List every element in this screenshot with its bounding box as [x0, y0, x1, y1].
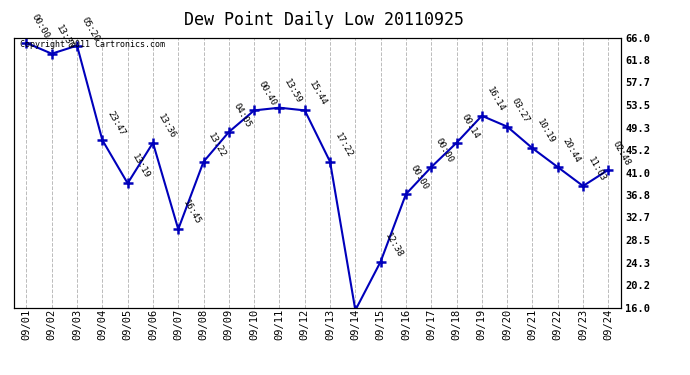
Text: 00:00: 00:00: [408, 164, 430, 191]
Text: 04:05: 04:05: [232, 102, 253, 129]
Text: 03:27: 03:27: [510, 96, 531, 124]
Text: 12:38: 12:38: [384, 231, 404, 259]
Text: 23:47: 23:47: [105, 110, 126, 137]
Text: 13:36: 13:36: [156, 112, 177, 140]
Text: 16:45: 16:45: [181, 199, 202, 226]
Text: 16:50: 16:50: [0, 374, 1, 375]
Text: 00:00: 00:00: [29, 12, 50, 40]
Text: 15:44: 15:44: [308, 80, 328, 108]
Text: 11:03: 11:03: [586, 156, 607, 183]
Text: 10:19: 10:19: [535, 118, 556, 146]
Text: Dew Point Daily Low 20110925: Dew Point Daily Low 20110925: [184, 11, 464, 29]
Text: 16:14: 16:14: [484, 85, 506, 113]
Text: 05:20: 05:20: [80, 15, 101, 43]
Text: 00:14: 00:14: [460, 112, 480, 140]
Text: Copyright 2011 Cartronics.com: Copyright 2011 Cartronics.com: [20, 40, 165, 49]
Text: 02:48: 02:48: [611, 139, 632, 167]
Text: 17:22: 17:22: [333, 131, 354, 159]
Text: 13:22: 13:22: [206, 131, 228, 159]
Text: 00:40: 00:40: [257, 80, 278, 108]
Text: 13:30: 13:30: [55, 23, 76, 51]
Text: 20:44: 20:44: [560, 136, 582, 164]
Text: 13:59: 13:59: [282, 77, 304, 105]
Text: 00:00: 00:00: [434, 136, 455, 164]
Text: 13:19: 13:19: [130, 153, 152, 180]
